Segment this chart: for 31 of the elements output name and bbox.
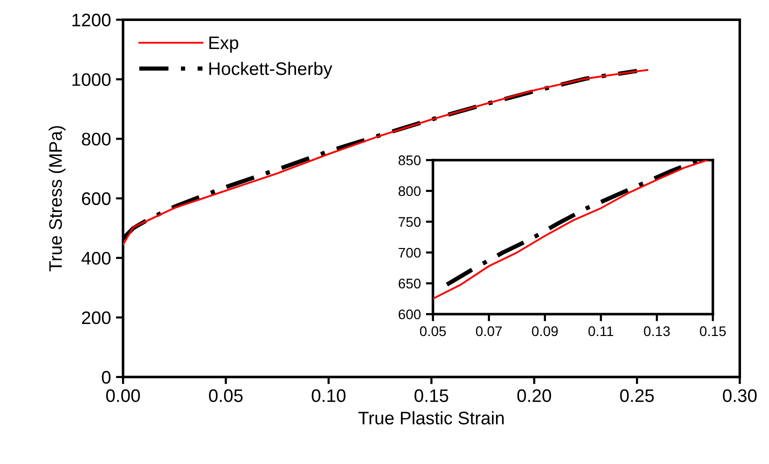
y-tick-label: 200 (82, 311, 111, 324)
x-tick-label: 0.07 (476, 326, 502, 336)
x-tick-label: 0.13 (644, 326, 670, 336)
legend-label: Exp (209, 36, 238, 53)
x-tick-label: 0.00 (106, 389, 140, 402)
y-tick-label: 1000 (72, 73, 111, 86)
y-tick-label: 600 (82, 192, 111, 206)
x-tick-label: 0.05 (208, 389, 243, 402)
y-tick-label: 650 (398, 278, 421, 288)
line-series (432, 160, 708, 300)
x-tick-label: 0.10 (312, 389, 346, 402)
y-tick-label: 0 (102, 370, 111, 384)
x-tick-label: 0.25 (620, 389, 654, 402)
y-tick-label: 700 (398, 248, 421, 258)
x-tick-label: 0.05 (420, 326, 446, 336)
y-tick-label: 1200 (72, 14, 111, 26)
y-axis-title: True Stress (MPa) (48, 126, 66, 272)
y-tick-label: 750 (398, 217, 421, 227)
legend-label: Hockett-Sherby (209, 62, 332, 79)
x-tick-label: 0.11 (588, 326, 614, 336)
y-tick-label: 400 (82, 252, 111, 265)
x-tick-label: 0.20 (517, 389, 552, 402)
x-tick-label: 0.09 (532, 326, 558, 336)
x-tick-label: 0.15 (414, 389, 448, 402)
y-tick-label: 800 (398, 186, 421, 196)
x-axis-title: True Plastic Strain (358, 411, 504, 424)
y-tick-label: 800 (82, 132, 111, 146)
x-tick-label: 0.15 (700, 326, 726, 336)
y-tick-label: 600 (398, 309, 421, 320)
y-tick-label: 850 (398, 155, 421, 166)
x-tick-label: 0.30 (722, 389, 757, 402)
